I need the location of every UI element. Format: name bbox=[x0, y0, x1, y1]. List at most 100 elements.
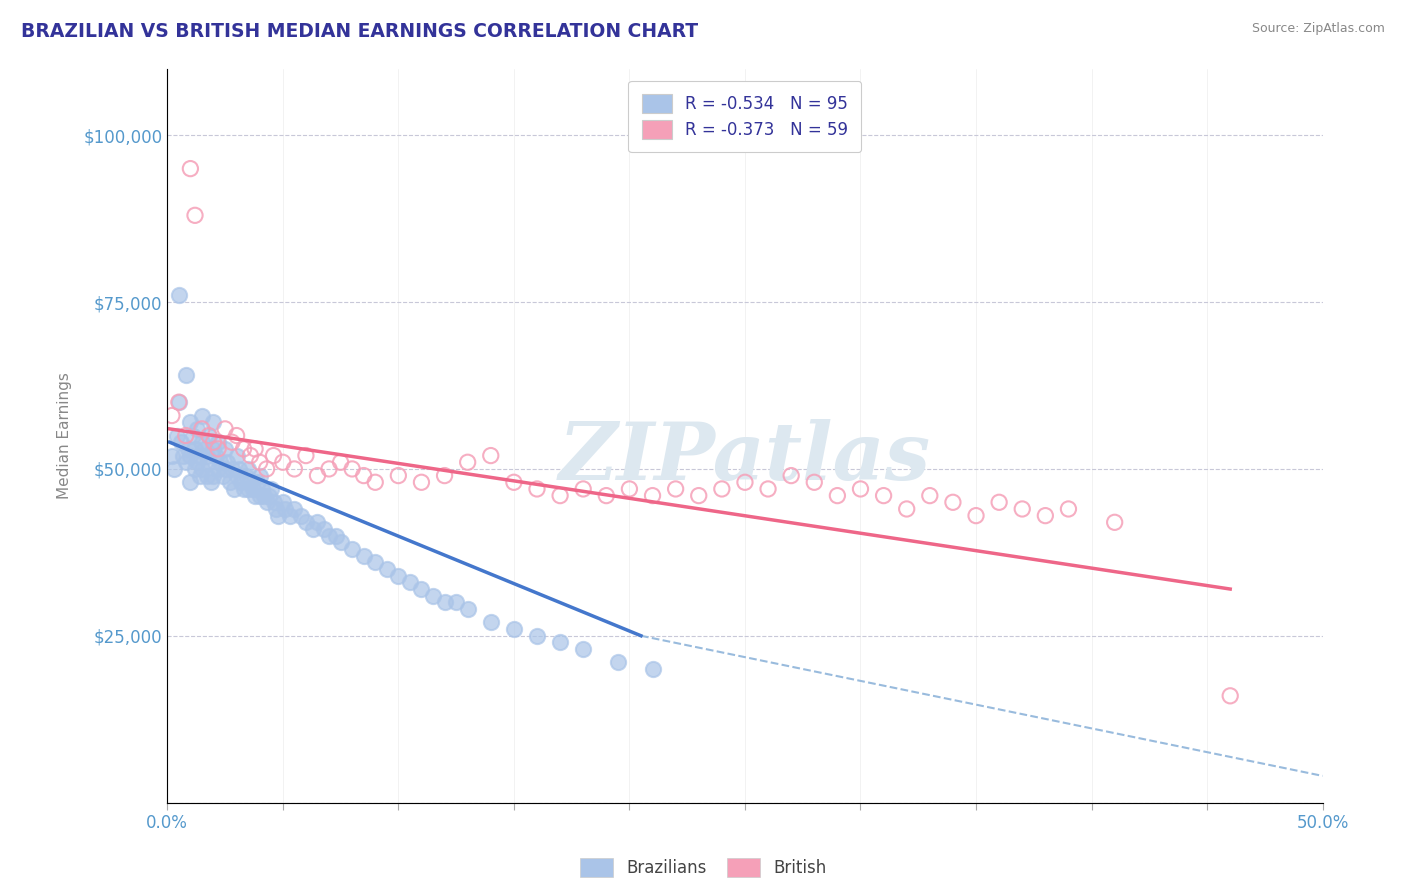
Point bbox=[225, 449, 247, 463]
Point bbox=[236, 462, 259, 476]
Point bbox=[179, 415, 201, 429]
Point bbox=[263, 495, 285, 509]
Point bbox=[225, 428, 247, 442]
Point bbox=[375, 562, 398, 576]
Point bbox=[918, 489, 941, 503]
Point bbox=[256, 495, 278, 509]
Point bbox=[422, 589, 444, 603]
Point bbox=[172, 449, 194, 463]
Point bbox=[606, 656, 628, 670]
Point bbox=[191, 422, 214, 436]
Point bbox=[325, 529, 347, 543]
Point bbox=[457, 602, 479, 616]
Point bbox=[236, 482, 259, 496]
Point bbox=[849, 482, 872, 496]
Point bbox=[167, 288, 190, 302]
Point bbox=[243, 442, 266, 456]
Point bbox=[239, 449, 262, 463]
Point bbox=[302, 522, 325, 536]
Point bbox=[198, 455, 221, 469]
Point bbox=[965, 508, 987, 523]
Point bbox=[228, 462, 250, 476]
Point bbox=[318, 462, 340, 476]
Point bbox=[202, 468, 225, 483]
Point bbox=[195, 449, 218, 463]
Point bbox=[756, 482, 779, 496]
Point bbox=[250, 482, 273, 496]
Point bbox=[641, 489, 664, 503]
Point bbox=[267, 508, 290, 523]
Point bbox=[340, 462, 363, 476]
Point bbox=[444, 595, 467, 609]
Point bbox=[191, 409, 214, 423]
Point bbox=[457, 455, 479, 469]
Point bbox=[710, 482, 733, 496]
Point bbox=[411, 582, 433, 596]
Point bbox=[217, 455, 239, 469]
Point bbox=[307, 516, 329, 530]
Point bbox=[167, 395, 190, 409]
Point bbox=[572, 482, 595, 496]
Point bbox=[160, 409, 183, 423]
Point bbox=[174, 455, 197, 469]
Point bbox=[209, 455, 232, 469]
Point bbox=[283, 502, 305, 516]
Point bbox=[246, 475, 269, 490]
Point bbox=[411, 475, 433, 490]
Point bbox=[318, 529, 340, 543]
Point bbox=[214, 422, 236, 436]
Point bbox=[329, 455, 352, 469]
Point bbox=[174, 368, 197, 383]
Point bbox=[290, 508, 312, 523]
Point bbox=[260, 482, 283, 496]
Point bbox=[387, 468, 409, 483]
Point bbox=[329, 535, 352, 549]
Point bbox=[295, 449, 318, 463]
Point bbox=[163, 462, 186, 476]
Point bbox=[548, 635, 571, 649]
Point bbox=[353, 468, 375, 483]
Point bbox=[595, 489, 617, 503]
Point bbox=[211, 468, 233, 483]
Point bbox=[177, 442, 200, 456]
Point bbox=[188, 468, 211, 483]
Point bbox=[827, 489, 849, 503]
Point bbox=[179, 161, 201, 176]
Point bbox=[231, 475, 253, 490]
Point bbox=[295, 516, 318, 530]
Point bbox=[207, 462, 229, 476]
Point bbox=[572, 642, 595, 657]
Point bbox=[239, 475, 262, 490]
Point bbox=[256, 462, 278, 476]
Point bbox=[271, 455, 294, 469]
Point bbox=[191, 462, 214, 476]
Point bbox=[184, 462, 207, 476]
Y-axis label: Median Earnings: Median Earnings bbox=[58, 372, 72, 499]
Point bbox=[221, 462, 243, 476]
Point bbox=[207, 435, 229, 450]
Point bbox=[235, 468, 257, 483]
Point bbox=[1104, 516, 1126, 530]
Legend: R = -0.534   N = 95, R = -0.373   N = 59: R = -0.534 N = 95, R = -0.373 N = 59 bbox=[628, 80, 862, 153]
Point bbox=[263, 449, 285, 463]
Point bbox=[200, 475, 222, 490]
Point bbox=[224, 482, 246, 496]
Point bbox=[242, 482, 264, 496]
Point bbox=[1057, 502, 1080, 516]
Point bbox=[232, 442, 254, 456]
Point bbox=[179, 449, 201, 463]
Point bbox=[195, 468, 218, 483]
Point bbox=[1033, 508, 1056, 523]
Point bbox=[387, 568, 409, 582]
Point bbox=[641, 662, 664, 676]
Point bbox=[526, 629, 548, 643]
Point bbox=[340, 541, 363, 556]
Point bbox=[179, 475, 201, 490]
Point bbox=[174, 428, 197, 442]
Point bbox=[688, 489, 710, 503]
Point bbox=[665, 482, 688, 496]
Point bbox=[202, 415, 225, 429]
Point bbox=[364, 555, 387, 569]
Point bbox=[249, 468, 271, 483]
Point bbox=[166, 428, 188, 442]
